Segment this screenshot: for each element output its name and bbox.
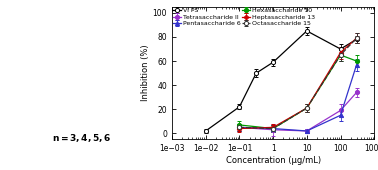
Text: $\bf{n = 3, 4, 5, 6}$: $\bf{n = 3, 4, 5, 6}$ — [51, 132, 111, 144]
X-axis label: Concentration (μg/mL): Concentration (μg/mL) — [226, 156, 321, 165]
Y-axis label: Inhibition (%): Inhibition (%) — [141, 45, 150, 101]
Legend: Vi PS, Tetrasaccharide II, Pentasaccharide 6, Hexasaccharide 10, Heptasaccharide: Vi PS, Tetrasaccharide II, Pentasacchari… — [173, 7, 315, 27]
